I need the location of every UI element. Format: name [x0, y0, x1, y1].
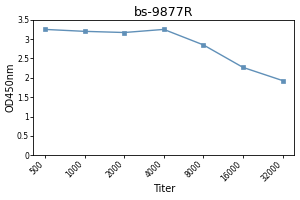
Title: bs-9877R: bs-9877R	[134, 6, 194, 19]
Y-axis label: OD450nm: OD450nm	[6, 63, 16, 112]
X-axis label: Titer: Titer	[153, 184, 175, 194]
